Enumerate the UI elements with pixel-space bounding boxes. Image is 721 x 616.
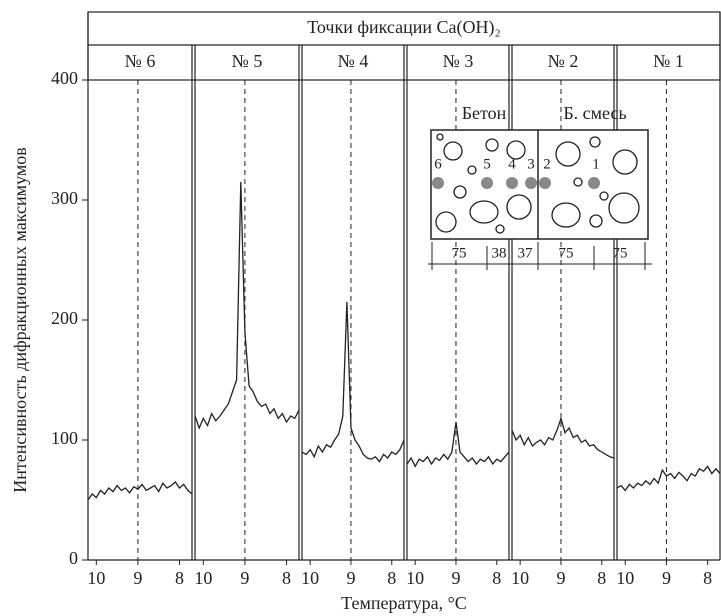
x-tick-label: 8	[703, 568, 712, 588]
point-label: 5	[483, 156, 491, 172]
x-tick-label: 9	[133, 568, 142, 588]
x-tick-label: 10	[511, 568, 529, 588]
x-tick-label: 9	[451, 568, 460, 588]
panel-label: № 2	[548, 51, 579, 71]
x-tick-label: 10	[87, 568, 105, 588]
dimension-label: 37	[518, 245, 534, 261]
x-tick-label: 8	[175, 568, 184, 588]
x-tick-label: 9	[346, 568, 355, 588]
x-tick-label: 10	[301, 568, 319, 588]
x-axis-label: Температура, °C	[341, 593, 467, 613]
panel-label: № 3	[443, 51, 474, 71]
inset-label: Бетон	[462, 103, 507, 123]
point-label: 3	[527, 156, 535, 172]
y-tick-label: 100	[51, 428, 78, 448]
data-line	[87, 481, 193, 501]
data-line	[511, 416, 615, 459]
x-tick-label: 8	[492, 568, 501, 588]
data-line	[616, 465, 721, 492]
y-tick-label: 400	[51, 68, 78, 88]
x-tick-label: 9	[556, 568, 565, 588]
dimension-label: 75	[559, 245, 574, 261]
chart-title: Точки фиксации Ca(OH)₂	[307, 17, 501, 38]
y-axis-label: Интенсивность дифракционных максимумов	[10, 147, 30, 492]
data-line	[406, 421, 510, 468]
y-tick-label: 300	[51, 188, 78, 208]
point-label: 2	[543, 156, 551, 172]
x-tick-label: 9	[240, 568, 249, 588]
dimension-label: 38	[492, 245, 507, 261]
panel-label: № 5	[232, 51, 263, 71]
inset-diagram: Бетон Б. смесь 6 5 4 3 2 1 75 38 37 75 7…	[428, 103, 652, 270]
panel-label: № 1	[653, 51, 684, 71]
dimension-line	[428, 242, 652, 270]
x-tick-label: 9	[662, 568, 671, 588]
data-line	[301, 301, 405, 463]
point-label: 1	[592, 156, 600, 172]
point-label: 6	[434, 156, 442, 172]
point-label: 4	[508, 156, 516, 172]
x-tick-label: 8	[387, 568, 396, 588]
aggregate	[435, 133, 640, 234]
panel-label: № 4	[338, 51, 369, 71]
x-tick-label: 8	[597, 568, 606, 588]
dimension-label: 75	[613, 245, 628, 261]
x-tick-label: 10	[194, 568, 212, 588]
x-tick-label: 8	[282, 568, 291, 588]
y-tick-label: 200	[51, 308, 78, 328]
fixation-points	[432, 177, 600, 189]
x-tick-label: 10	[616, 568, 634, 588]
x-tick-label: 10	[406, 568, 424, 588]
dimension-label: 75	[452, 245, 467, 261]
y-tick-label: 0	[69, 548, 78, 568]
inset-label: Б. смесь	[563, 103, 626, 123]
data-line	[194, 181, 300, 430]
panel-label: № 6	[125, 51, 156, 71]
